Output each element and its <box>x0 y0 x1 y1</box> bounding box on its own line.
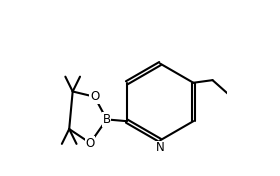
Text: B: B <box>103 113 111 126</box>
Text: O: O <box>85 137 95 149</box>
Text: N: N <box>156 141 164 154</box>
Text: O: O <box>90 90 99 103</box>
